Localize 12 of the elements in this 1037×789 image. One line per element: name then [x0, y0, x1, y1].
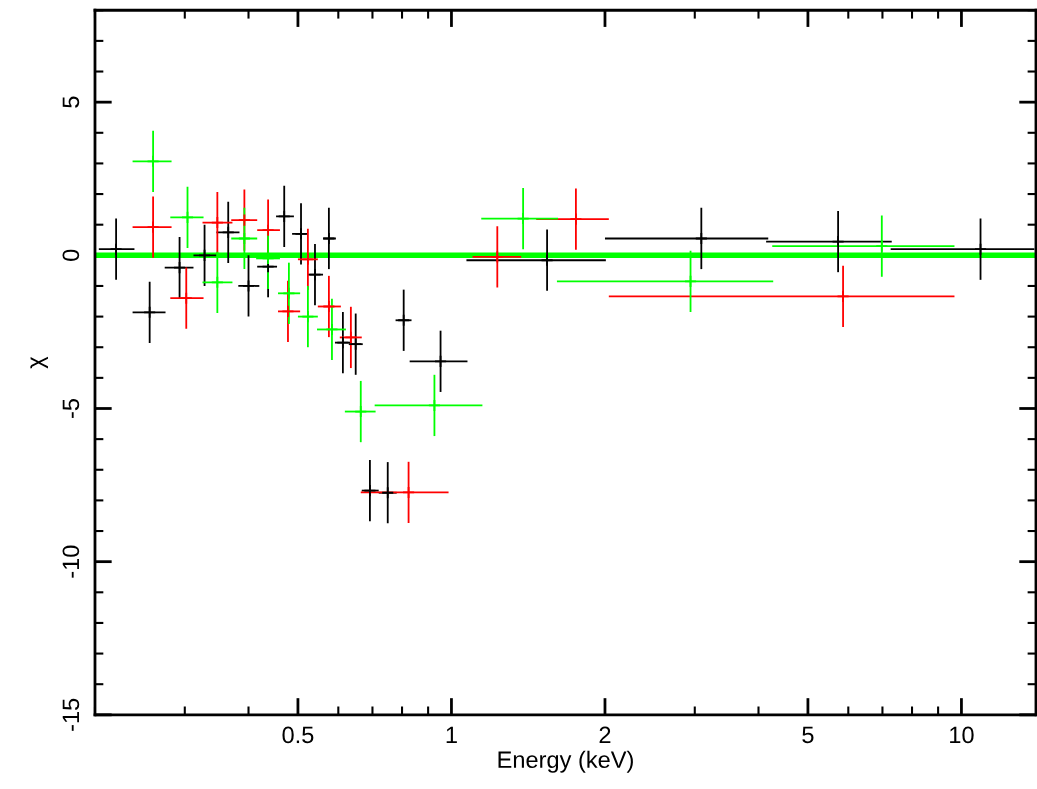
- y-tick-label: -10: [62, 545, 80, 578]
- y-axis-title: χ: [30, 356, 48, 369]
- x-tick-label: 1: [446, 726, 457, 744]
- y-tick-label: -15: [62, 698, 80, 731]
- y-tick-label: 0: [62, 249, 80, 261]
- x-tick-label: 10: [950, 726, 974, 744]
- y-tick-label: 5: [62, 96, 80, 108]
- y-tick-label: -5: [62, 398, 80, 418]
- x-axis-title: Energy (keV): [498, 750, 633, 773]
- x-tick-label: 2: [599, 726, 611, 744]
- x-tick-label: 5: [802, 726, 814, 744]
- x-tick-label: 0.5: [282, 726, 314, 744]
